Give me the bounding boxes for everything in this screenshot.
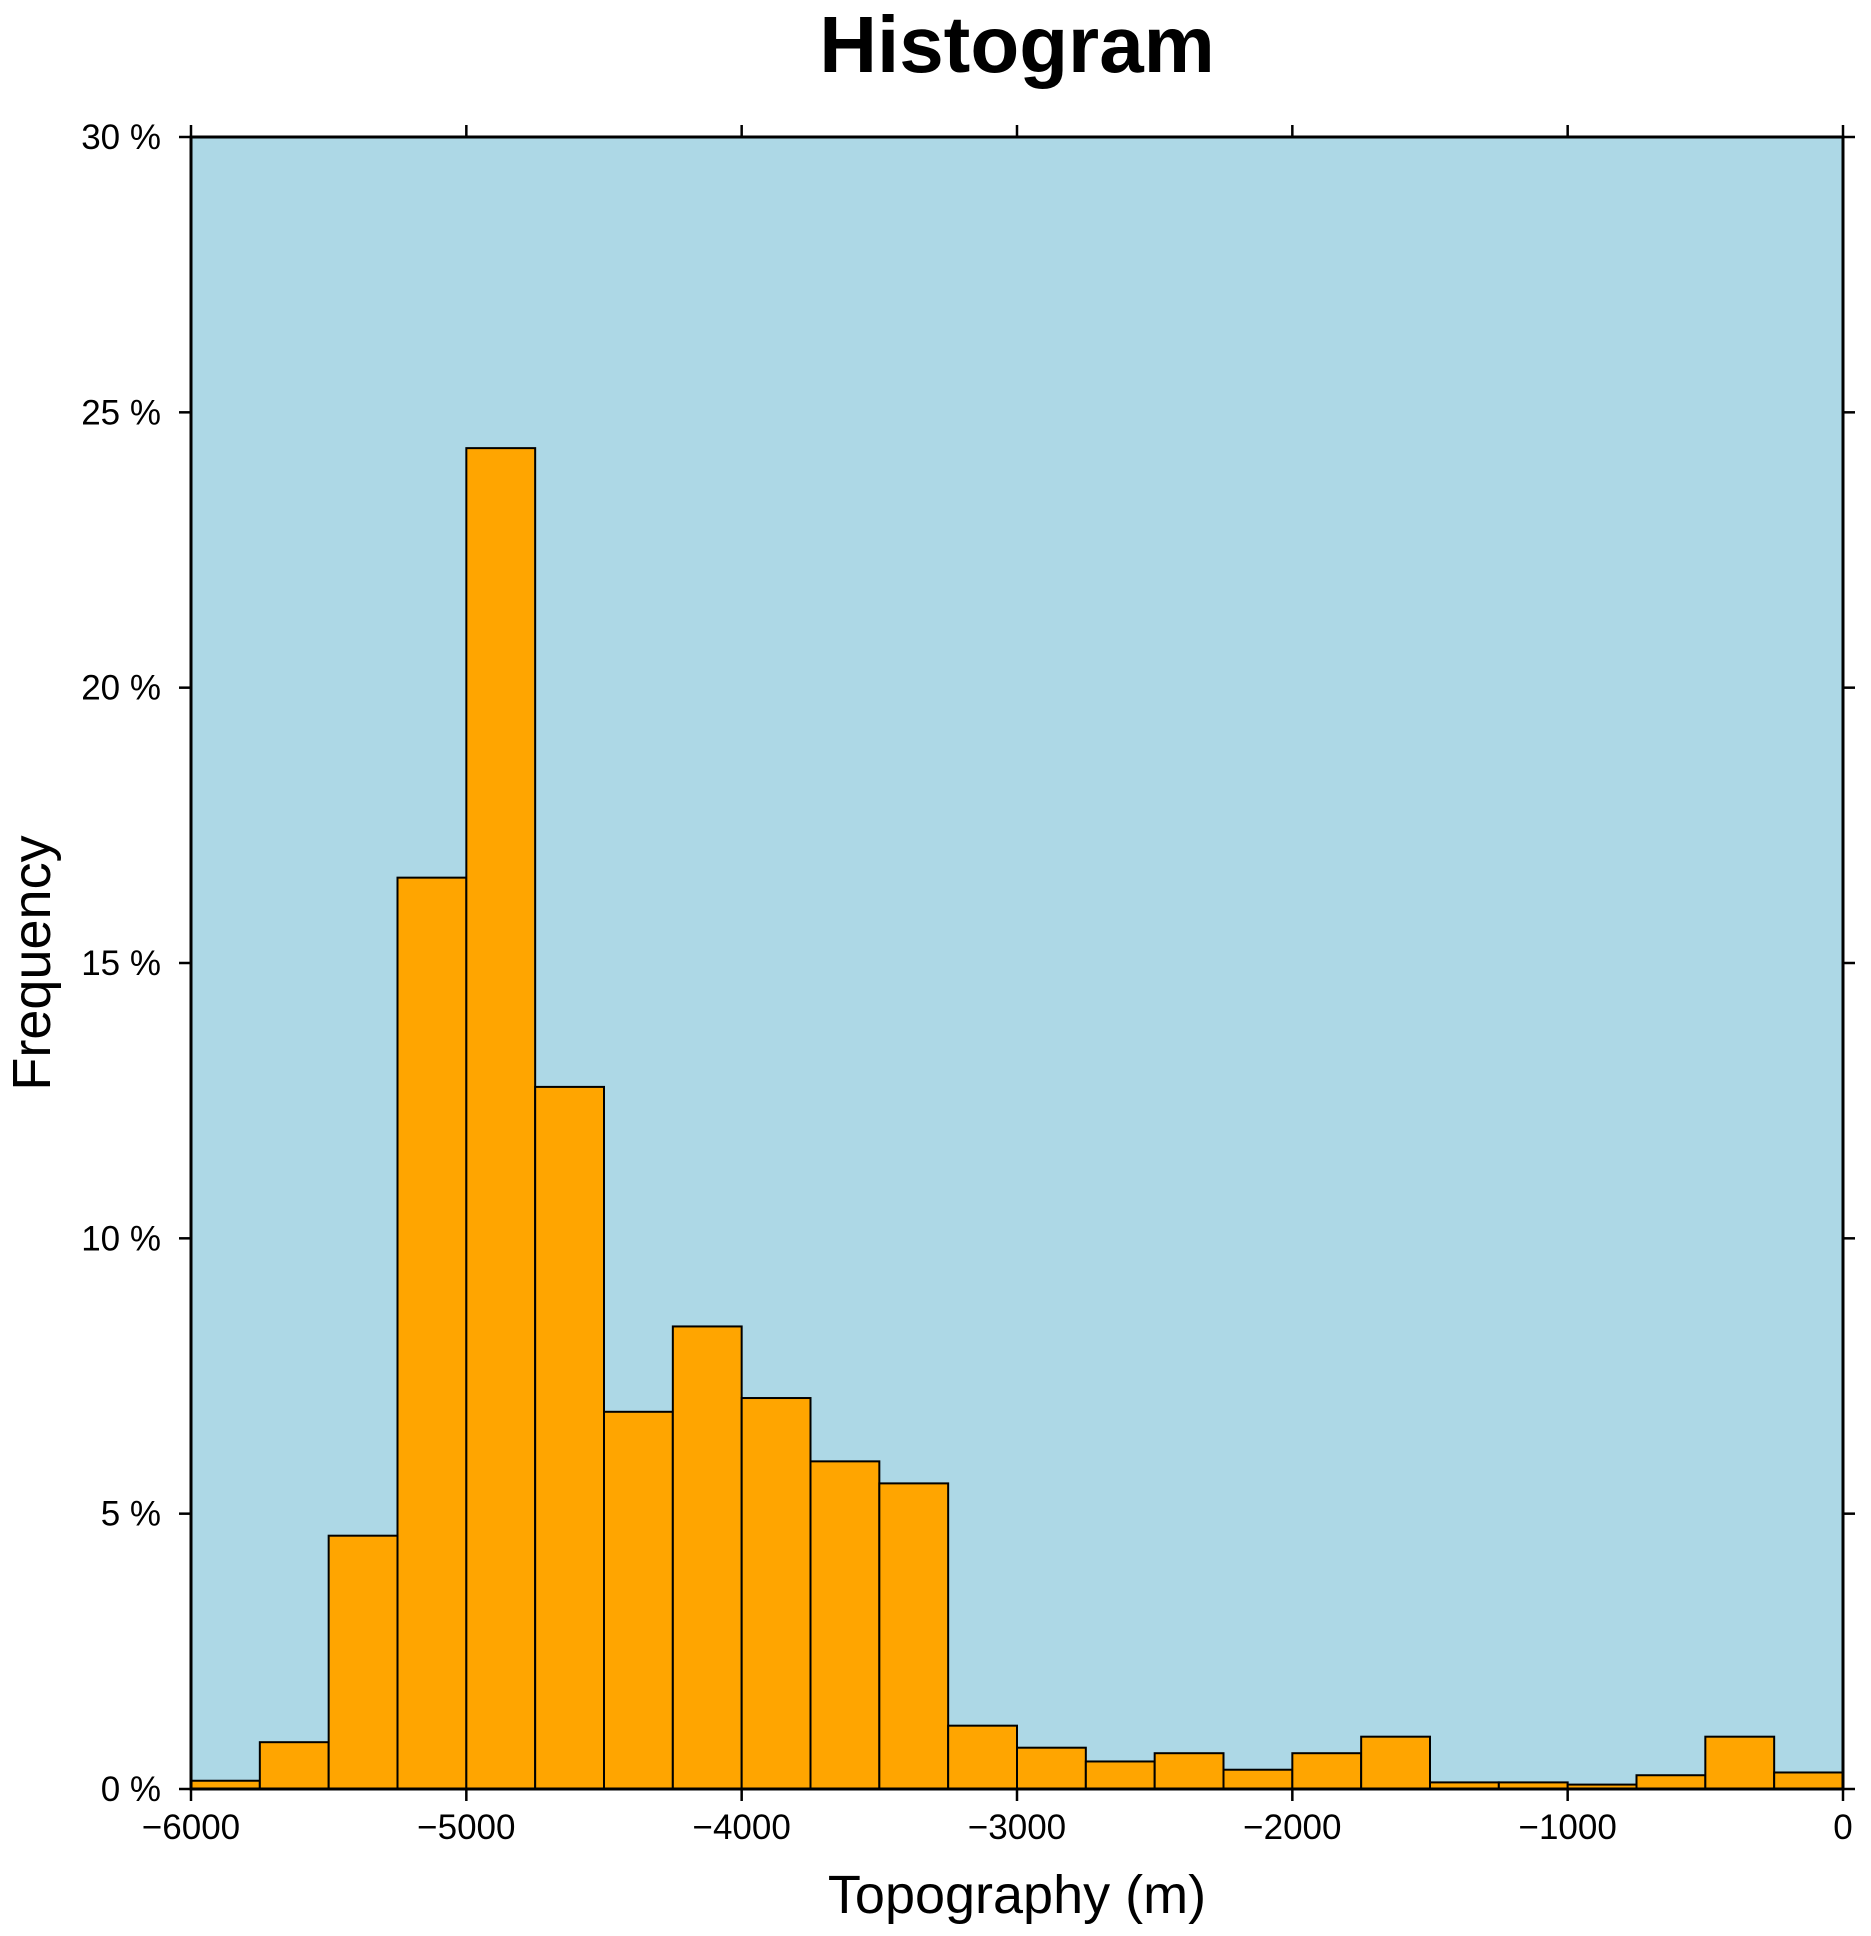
histogram-bar xyxy=(603,1410,674,1790)
x-tick-label: 0 xyxy=(1833,1808,1852,1847)
histogram-bar xyxy=(809,1460,881,1791)
y-tick-label: 25 % xyxy=(81,393,161,432)
y-tick-label: 0 % xyxy=(101,1770,161,1809)
x-tick-label: −4000 xyxy=(693,1808,791,1847)
chart-title: Histogram xyxy=(819,0,1215,89)
histogram-bar xyxy=(258,1741,330,1791)
bars-group xyxy=(190,447,1844,1791)
histogram-bar xyxy=(740,1397,812,1790)
y-tick-label: 15 % xyxy=(81,944,161,983)
x-tick-label: −3000 xyxy=(968,1808,1066,1847)
x-tick-label: −1000 xyxy=(1519,1808,1617,1847)
y-tick-label: 30 % xyxy=(81,118,161,157)
y-tick-label: 20 % xyxy=(81,669,161,708)
x-tick-label: −5000 xyxy=(417,1808,515,1847)
x-axis-label: Topography (m) xyxy=(828,1865,1206,1925)
y-tick-label: 10 % xyxy=(81,1219,161,1258)
y-tick-label: 5 % xyxy=(101,1495,161,1534)
histogram-bar xyxy=(465,447,537,1790)
histogram-bar xyxy=(396,876,468,1790)
plot-frame xyxy=(189,135,1845,1791)
histogram-bar xyxy=(671,1325,743,1790)
histogram-bar xyxy=(327,1534,399,1791)
x-tick-label: −2000 xyxy=(1243,1808,1341,1847)
histogram-bar xyxy=(1704,1735,1776,1790)
histogram-bar xyxy=(1773,1771,1844,1790)
histogram-bar xyxy=(1360,1735,1431,1790)
histogram-bar xyxy=(1016,1746,1087,1790)
ticks-group: −6000 −5000 −4000 −3000 −2000 −1000 0 0 % 5 % 10 … xyxy=(81,118,1855,1847)
y-axis-label: Frequency xyxy=(2,835,62,1090)
x-tick-label: −6000 xyxy=(142,1808,240,1847)
histogram-bar xyxy=(1153,1752,1225,1790)
histogram-bar xyxy=(534,1085,606,1790)
histogram-bar xyxy=(1635,1774,1707,1790)
histogram-bar xyxy=(1084,1760,1156,1791)
histogram-bar xyxy=(1222,1768,1294,1791)
histogram-bar xyxy=(878,1482,950,1790)
histogram-bar xyxy=(1291,1752,1363,1790)
histogram-bar xyxy=(947,1724,1019,1791)
